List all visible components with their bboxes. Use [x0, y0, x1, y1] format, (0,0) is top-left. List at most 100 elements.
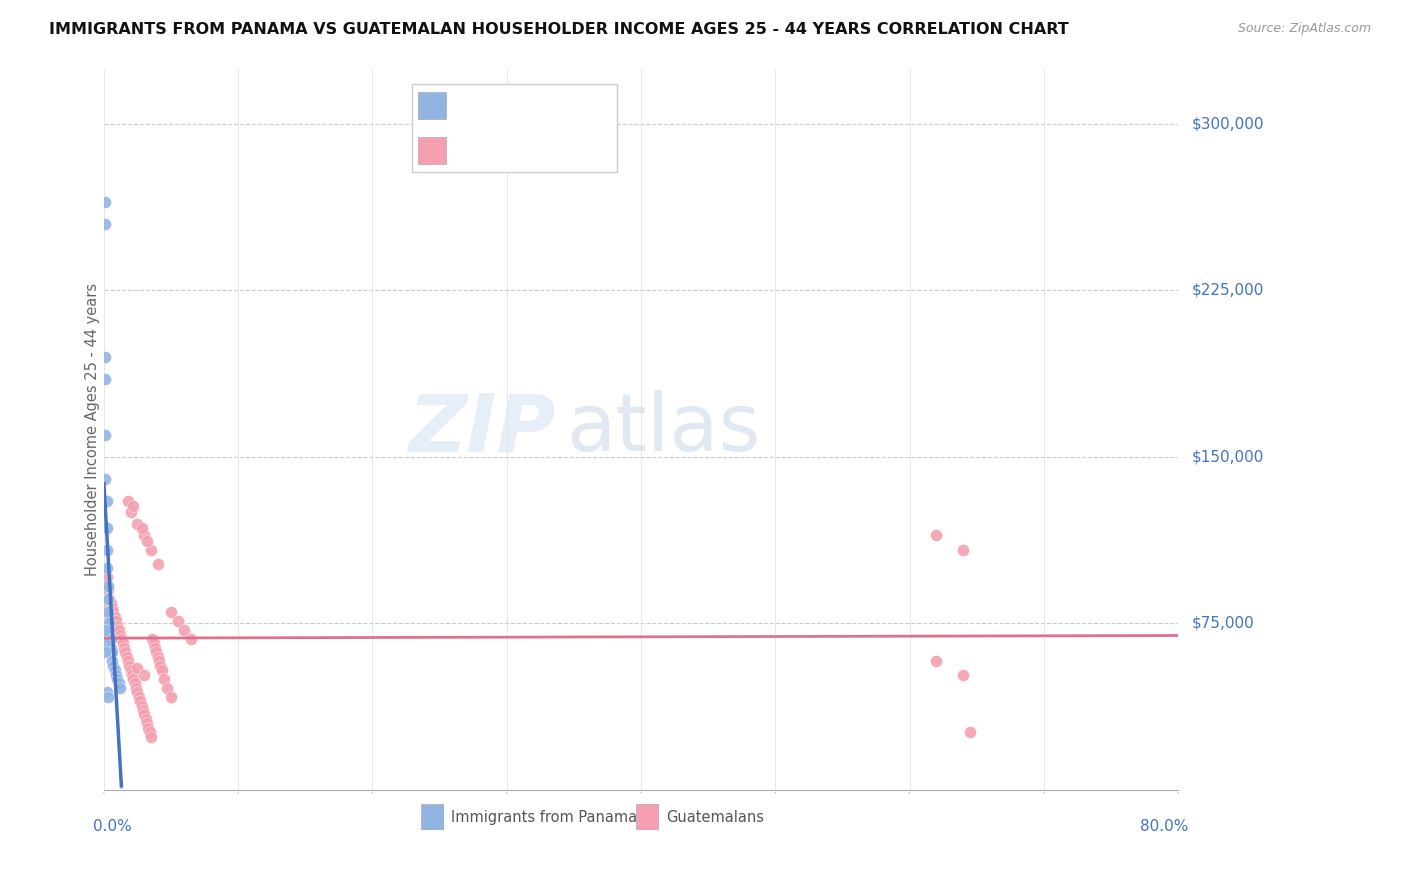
Point — [139, 730, 162, 744]
Point — [160, 690, 183, 704]
Point — [142, 636, 165, 650]
Point — [101, 618, 124, 632]
Point — [180, 632, 202, 646]
Point — [959, 725, 981, 739]
Point — [97, 601, 120, 615]
Point — [110, 632, 132, 646]
Point — [125, 681, 148, 695]
Point — [149, 658, 172, 673]
Point — [122, 672, 145, 686]
Point — [117, 654, 139, 668]
Point — [127, 661, 149, 675]
Point — [104, 627, 127, 641]
Point — [98, 592, 121, 607]
Point — [120, 506, 142, 520]
Point — [105, 614, 128, 628]
Point — [129, 694, 152, 708]
Point — [94, 217, 117, 231]
Point — [925, 654, 948, 668]
Text: $225,000: $225,000 — [1192, 283, 1264, 298]
Point — [103, 605, 125, 619]
Point — [100, 597, 122, 611]
Point — [97, 592, 120, 607]
Point — [124, 676, 146, 690]
Point — [94, 194, 117, 209]
Point — [150, 663, 173, 677]
Point — [96, 685, 118, 699]
Point — [153, 672, 176, 686]
Text: ZIP: ZIP — [408, 390, 555, 468]
Point — [103, 658, 125, 673]
Point — [138, 725, 160, 739]
Point — [96, 494, 118, 508]
Point — [131, 521, 153, 535]
Point — [141, 632, 163, 646]
Point — [145, 645, 167, 659]
Point — [105, 672, 128, 686]
Point — [146, 649, 169, 664]
Text: Guatemalans: Guatemalans — [665, 810, 763, 825]
Point — [100, 614, 122, 628]
Point — [952, 543, 974, 558]
Point — [148, 654, 170, 668]
Point — [97, 579, 120, 593]
Point — [94, 645, 117, 659]
Point — [96, 592, 118, 607]
Point — [143, 640, 166, 655]
Point — [136, 721, 159, 735]
Point — [105, 618, 128, 632]
Point — [128, 690, 150, 704]
Point — [118, 658, 141, 673]
Text: Source: ZipAtlas.com: Source: ZipAtlas.com — [1237, 22, 1371, 36]
Text: 80.0%: 80.0% — [1140, 819, 1189, 834]
Text: 0.0%: 0.0% — [93, 819, 132, 834]
Point — [98, 609, 121, 624]
Point — [96, 561, 118, 575]
Point — [105, 667, 128, 681]
Point — [160, 605, 183, 619]
Point — [94, 623, 117, 637]
Point — [98, 616, 121, 631]
Point — [952, 667, 974, 681]
Point — [135, 534, 157, 549]
Text: $75,000: $75,000 — [1192, 616, 1254, 631]
Point — [104, 663, 127, 677]
Point — [107, 676, 129, 690]
Point — [131, 698, 153, 713]
Point — [122, 499, 145, 513]
Point — [104, 609, 127, 624]
Point — [94, 427, 117, 442]
Point — [127, 685, 149, 699]
Text: $150,000: $150,000 — [1192, 450, 1264, 465]
Point — [94, 636, 117, 650]
Point — [112, 640, 135, 655]
Point — [100, 640, 122, 655]
Y-axis label: Householder Income Ages 25 - 44 years: Householder Income Ages 25 - 44 years — [86, 283, 100, 575]
Point — [173, 623, 195, 637]
Point — [111, 636, 134, 650]
Point — [139, 543, 162, 558]
Point — [108, 681, 131, 695]
Point — [94, 350, 117, 364]
Point — [96, 543, 118, 558]
Point — [96, 521, 118, 535]
Point — [115, 649, 138, 664]
Point — [134, 707, 156, 722]
Point — [925, 527, 948, 541]
Text: $300,000: $300,000 — [1192, 117, 1264, 131]
Point — [146, 557, 169, 571]
Point — [121, 667, 143, 681]
Point — [108, 627, 131, 641]
Point — [94, 372, 117, 386]
Point — [97, 605, 120, 619]
Point — [114, 645, 136, 659]
Point — [135, 712, 157, 726]
Point — [100, 632, 122, 646]
Point — [120, 663, 142, 677]
Text: Immigrants from Panama: Immigrants from Panama — [451, 810, 637, 825]
Point — [94, 472, 117, 486]
Point — [103, 623, 125, 637]
Point — [134, 667, 156, 681]
Point — [101, 654, 124, 668]
Point — [96, 570, 118, 584]
